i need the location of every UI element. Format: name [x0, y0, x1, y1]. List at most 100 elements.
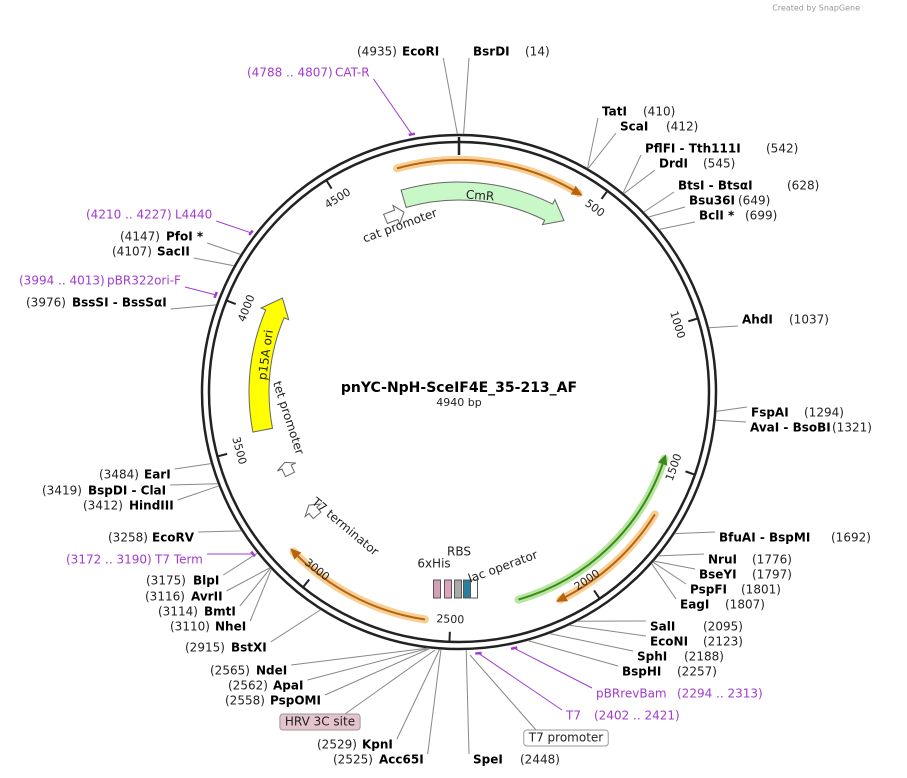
feature-label: RBS [447, 545, 471, 559]
enzyme-site: (2525) [333, 753, 373, 767]
ruler-tick [217, 452, 228, 458]
feature-label: tet promoter [270, 379, 307, 456]
enzyme-leader [648, 206, 686, 218]
enzyme-name: NdeI [256, 664, 287, 678]
enzyme-name: FspAI [751, 406, 789, 420]
ruler-label: 3500 [229, 435, 249, 465]
enzyme-leader [651, 563, 677, 600]
feature-arc [292, 551, 426, 621]
enzyme-site: (2257) [677, 665, 717, 679]
feature-arc [518, 458, 666, 601]
enzyme-name: BtsI - BtsαI [678, 179, 753, 193]
enzyme-name: NheI [215, 620, 246, 634]
feature-box [433, 579, 441, 599]
primer-mark [248, 229, 254, 236]
enzyme-site: (3175) [146, 574, 186, 588]
enzyme-name: BlpI [193, 574, 219, 588]
enzyme-name: SacII [157, 245, 190, 259]
feature-label: lac operator [466, 547, 539, 585]
primer-label: CAT-R [335, 66, 370, 80]
primer-leader [216, 220, 252, 234]
ruler-tick [688, 317, 699, 323]
ruler-tick [302, 578, 310, 588]
enzyme-name: AvaI - BsoBI [750, 421, 831, 435]
feature-label: CmR [465, 188, 494, 204]
primer-leader [513, 647, 593, 689]
boxed-leader [469, 654, 537, 731]
enzyme-name: NruI [708, 553, 737, 567]
enzyme-leader [549, 633, 634, 652]
enzyme-leader [658, 553, 705, 557]
primer-range: (4210 .. 4227) [86, 208, 172, 222]
enzyme-site: (1776) [752, 553, 792, 567]
enzyme-leader [174, 463, 212, 470]
feature-tag [279, 713, 361, 731]
primer-range: (2402 .. 2421) [594, 709, 680, 723]
ruler-label: 2500 [436, 612, 464, 626]
feature-block [304, 503, 323, 520]
enzyme-leader [587, 117, 599, 169]
backbone-outer [200, 133, 718, 651]
enzyme-site: (14) [525, 45, 550, 59]
enzyme-name: HindIII [129, 499, 174, 513]
enzyme-name: BclI * [699, 209, 735, 223]
enzyme-name: AvrII [191, 590, 223, 604]
enzyme-site: (2529) [317, 738, 357, 752]
feature-arc [396, 158, 580, 194]
feature-block [277, 461, 296, 478]
feature-label: 6xHis [417, 557, 450, 571]
enzyme-leader [226, 567, 271, 592]
enzyme-name: BmtI [204, 605, 236, 619]
enzyme-site: (1037) [789, 313, 829, 327]
primer-range: (3172 .. 3190) [66, 553, 152, 567]
feature-tag-label: T7 promoter [528, 731, 604, 745]
enzyme-name: DrdI [659, 157, 688, 171]
credit: Created by SnapGene [772, 4, 860, 13]
enzyme-site: (4147) [120, 230, 160, 244]
enzyme-name: Acc65I [379, 753, 424, 767]
enzyme-site: (1807) [725, 598, 765, 612]
enzyme-site: (649) [738, 194, 770, 208]
enzyme-leader [170, 304, 217, 310]
ruler-tick [685, 470, 696, 476]
primer-range: (3994 .. 4013) [19, 274, 105, 288]
enzyme-name: PspOMI [270, 694, 321, 708]
enzyme-name: EcoNI [650, 635, 688, 649]
feature-box [470, 579, 478, 599]
enzyme-name: BsrDI [473, 45, 510, 59]
enzyme-site: (1692) [831, 531, 871, 545]
enzyme-leader [442, 57, 458, 135]
ruler-tick [226, 299, 237, 305]
enzyme-name: SphI [637, 650, 667, 664]
enzyme-name: EarI [144, 468, 171, 482]
enzyme-leader [622, 154, 642, 194]
enzyme-leader [643, 191, 675, 213]
enzyme-name: ScaI [620, 120, 648, 134]
enzyme-name: AhdI [742, 313, 773, 327]
enzyme-site: (2095) [703, 620, 743, 634]
enzyme-leader [249, 568, 272, 622]
enzyme-leader [324, 647, 431, 696]
feature-box [444, 579, 452, 599]
ruler-tick [600, 190, 609, 200]
enzyme-name: KpnI [362, 738, 393, 752]
enzyme-site: (3110) [170, 620, 210, 634]
enzyme-leader [715, 419, 747, 423]
ruler-label: 1000 [667, 309, 688, 340]
enzyme-leader [307, 647, 430, 681]
feature-label: T7 terminator [308, 494, 381, 558]
primer-label: T7 [565, 709, 581, 723]
primer-label: L4440 [175, 208, 212, 222]
enzyme-site: (1801) [741, 583, 781, 597]
enzyme-leader [569, 624, 647, 637]
enzyme-leader [527, 640, 619, 667]
feature-arrowhead [570, 185, 583, 196]
feature-block [400, 181, 565, 226]
feature-box [454, 579, 462, 599]
feature-tag [523, 729, 609, 747]
enzyme-leader [177, 485, 219, 501]
enzyme-leader [170, 483, 218, 486]
enzyme-name: BfuAI - BspMI [719, 531, 810, 545]
enzyme-leader [239, 567, 271, 607]
